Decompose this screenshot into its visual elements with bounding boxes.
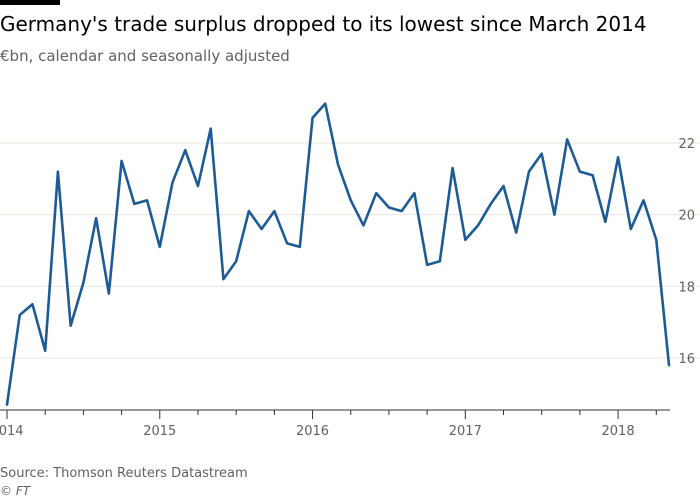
y-tick-label-20: 20 <box>678 209 695 224</box>
gridlines <box>0 142 700 359</box>
top-rule <box>0 0 60 5</box>
ft-credit: © FT <box>0 484 31 498</box>
x-tick-label-2015: 2015 <box>143 424 176 439</box>
chart-title: Germany's trade surplus dropped to its l… <box>0 12 647 36</box>
y-tick-label-22: 22 <box>678 137 695 152</box>
line-chart: 16 18 20 22 2014 2015 2016 2017 2018 <box>0 102 700 439</box>
x-tick-label-2018: 2018 <box>602 424 635 439</box>
series-line-0 <box>5 102 671 406</box>
chart-subtitle: €bn, calendar and seasonally adjusted <box>0 47 290 65</box>
y-tick-label-16: 16 <box>678 352 695 367</box>
x-tick-label-2014: 2014 <box>0 424 24 439</box>
series-lines <box>5 102 671 406</box>
y-tick-label-18: 18 <box>678 280 695 295</box>
x-axis: 2014 2015 2016 2017 2018 <box>0 409 670 439</box>
source-note: Source: Thomson Reuters Datastream <box>0 466 248 481</box>
y-axis-ticks: 16 18 20 22 <box>678 137 695 367</box>
x-tick-label-2017: 2017 <box>449 424 482 439</box>
x-tick-label-2016: 2016 <box>296 424 329 439</box>
